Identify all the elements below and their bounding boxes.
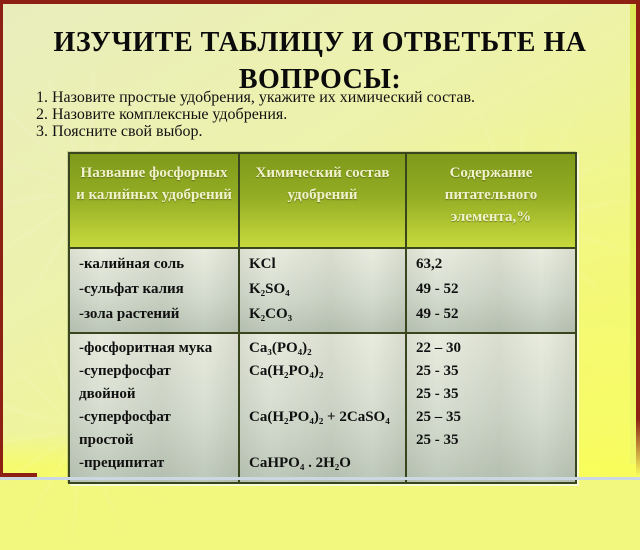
slide-border-bottom-left: [0, 473, 37, 477]
slide-title-line2: ВОПРОСЫ:: [238, 64, 402, 95]
question-item-1: 1. Назовите простые удобрения, укажите и…: [36, 89, 476, 106]
slide-border-left: [0, 0, 3, 474]
col-header-fertilizer-name: Название фосфорных и калийных удобрений: [68, 152, 240, 249]
table-row-potassium: -калийная соль -сульфат калия -зола раст…: [68, 247, 577, 334]
cell-potassium-content: 63,2 49 - 52 49 - 52: [405, 247, 577, 334]
cell-phosphorus-formulas: Ca₃(PO₄)₂ Ca(H₂PO₄)₂ Ca(H₂PO₄)₂ + 2CaSO₄…: [238, 332, 407, 484]
slide-title-line1: ИЗУЧИТЕ ТАБЛИЦУ И ОТВЕТЬТЕ НА: [53, 27, 587, 58]
cell-phosphorus-content: 22 – 30 25 - 35 25 - 35 25 – 35 25 - 35: [405, 332, 577, 484]
col-header-chemical-composition: Химический состав удобрений: [238, 152, 407, 249]
cell-phosphorus-names: -фосфоритная мука -суперфосфат двойной -…: [68, 332, 240, 484]
cell-potassium-names: -калийная соль -сульфат калия -зола раст…: [68, 247, 240, 334]
slide-border-right-highlight: [630, 4, 636, 464]
slide-border-right: [636, 0, 640, 476]
table-header-row: Название фосфорных и калийных удобрений …: [68, 152, 577, 249]
slide-title: ИЗУЧИТЕ ТАБЛИЦУ И ОТВЕТЬТЕ НА ВОПРОСЫ:: [20, 24, 620, 98]
cell-potassium-formulas: KCl K₂SO₄ K₂CO₃: [238, 247, 407, 334]
fertilizers-table: Название фосфорных и калийных удобрений …: [68, 152, 577, 484]
question-item-3: 3. Поясните свой выбор.: [36, 123, 203, 140]
col-header-nutrient-content: Содержание питательного элемента,%: [405, 152, 577, 249]
slide-bottom-edge: [0, 477, 640, 480]
question-item-2: 2. Назовите комплексные удобрения.: [36, 106, 288, 123]
slide-border-top: [0, 0, 640, 4]
questions-list: 1. Назовите простые удобрения, укажите и…: [36, 89, 610, 140]
table-row-phosphorus: -фосфоритная мука -суперфосфат двойной -…: [68, 332, 577, 484]
